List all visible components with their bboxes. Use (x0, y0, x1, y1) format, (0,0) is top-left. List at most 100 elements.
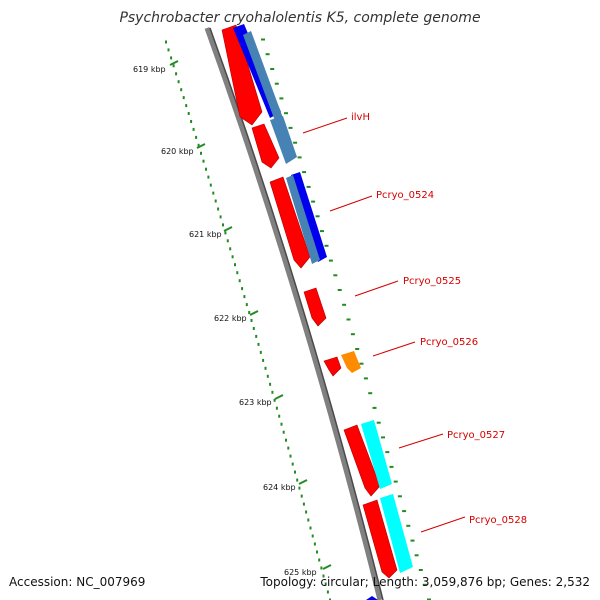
gene-label-ilvH[interactable]: ilvH (351, 112, 370, 123)
ruler-label-620: 620 kbp (161, 147, 194, 156)
outer-tick-dot (393, 480, 398, 483)
ruler-dot (298, 486, 301, 490)
ruler-dot (273, 398, 276, 402)
outer-tick-dot (265, 53, 270, 56)
ruler-dot (320, 566, 323, 570)
ruler-dot (243, 295, 246, 299)
gene-label-Pcryo_0527[interactable]: Pcryo_0527 (447, 430, 505, 441)
ruler-dot (264, 366, 267, 370)
outer-tick-dot (315, 215, 320, 218)
gene-arrow-red[interactable] (323, 356, 342, 377)
ruler-dot (313, 542, 316, 546)
ruler-dot (202, 159, 205, 163)
ruler-dot (197, 143, 200, 147)
outer-tick-arc (261, 38, 431, 600)
outer-tick-dot (302, 171, 307, 174)
ruler-tick (298, 479, 308, 485)
cds-steel[interactable] (286, 175, 320, 264)
outer-tick-dot (270, 68, 275, 70)
ruler-dot (226, 239, 229, 243)
cds-cyan[interactable] (380, 494, 413, 573)
outer-tick-dot (333, 274, 338, 277)
cds-cyan[interactable] (361, 420, 392, 489)
ruler-label-623: 623 kbp (239, 398, 272, 407)
leader-Pcryo_0526 (372, 341, 416, 357)
outer-tick-dot (427, 598, 431, 600)
ruler-dot (322, 574, 325, 578)
ruler-dot (282, 430, 285, 434)
outer-tick-dot (346, 318, 351, 321)
ruler-dot (324, 582, 327, 586)
outer-tick-dot (274, 82, 279, 85)
ruler-tick (223, 226, 233, 232)
ruler-dot (241, 287, 244, 291)
ruler-dot (187, 112, 190, 115)
genome-summary-text: Topology: circular; Length: 3,059,876 bp… (260, 575, 590, 589)
gene-label-Pcryo_0525[interactable]: Pcryo_0525 (403, 276, 461, 287)
accession-text: Accession: NC_007969 (9, 575, 146, 589)
gene-label-leaders (302, 117, 466, 533)
ruler-dot (296, 478, 299, 482)
ruler-dot (217, 207, 220, 211)
gene-arrow-red[interactable] (303, 287, 327, 327)
outer-tick-dot (328, 259, 333, 262)
gene-labels: ilvH Pcryo_0524 Pcryo_0525 Pcryo_0526 Pc… (351, 112, 527, 526)
gene-label-Pcryo_0528[interactable]: Pcryo_0528 (469, 515, 527, 526)
ruler-dot (311, 534, 314, 538)
gene-arrow-red[interactable] (251, 123, 280, 169)
ruler-dot (271, 390, 274, 394)
cds-steel[interactable] (270, 116, 297, 164)
ruler-dot (192, 127, 195, 131)
ruler-tick (322, 564, 332, 570)
ruler-dot (200, 151, 202, 155)
ruler-dot (278, 414, 281, 418)
cds-features[interactable] (233, 24, 413, 573)
ruler-dot (205, 167, 207, 171)
cds-blue[interactable] (291, 172, 327, 262)
ruler-dot (259, 350, 262, 354)
gene-arrow-red[interactable] (269, 176, 311, 269)
ruler-dot (280, 422, 283, 426)
ruler-label-621: 621 kbp (189, 230, 222, 239)
ruler-dot (236, 271, 239, 275)
ruler-dot (307, 518, 310, 522)
outer-tick-dot (350, 333, 355, 336)
ruler-label-622: 622 kbp (214, 314, 247, 323)
ruler-dot (326, 590, 329, 594)
gene-label-Pcryo_0526[interactable]: Pcryo_0526 (420, 337, 478, 348)
cds-orange[interactable] (341, 351, 361, 373)
ruler-dot (309, 526, 312, 530)
ruler-dot (190, 120, 193, 123)
outer-tick-dot (342, 303, 347, 306)
outer-tick-dot (414, 554, 419, 557)
ruler-dot (285, 438, 287, 442)
ruler-dot (289, 454, 292, 458)
outer-tick-dot (418, 569, 423, 571)
ruler-dot (250, 319, 253, 322)
outer-tick-dot (324, 244, 329, 247)
forward-genes[interactable] (221, 24, 398, 579)
cds-steel[interactable] (243, 31, 283, 121)
outer-tick-dot (422, 583, 427, 586)
outer-tick-dot (279, 97, 284, 100)
ruler-dot (170, 56, 173, 60)
genome-backbone-shadow (209, 27, 384, 600)
leader-Pcryo_0528 (420, 516, 466, 533)
ruler-dot (167, 48, 170, 52)
outer-tick-dot (320, 230, 324, 233)
ruler-label-625: 625 kbp (284, 568, 317, 577)
leader-Pcryo_0524 (329, 195, 373, 212)
ruler-dot (219, 215, 222, 219)
gene-arrow-red[interactable] (362, 499, 398, 579)
ruler-dot (275, 406, 278, 410)
gene-arrow-red[interactable] (343, 424, 381, 497)
ruler-dot (182, 96, 185, 100)
outer-tick-dot (410, 539, 415, 542)
ruler-tick (169, 60, 179, 66)
gene-label-Pcryo_0524[interactable]: Pcryo_0524 (376, 190, 434, 201)
ruler-dot (172, 64, 175, 68)
map-title: Psychrobacter cryohalolentis K5, complet… (119, 10, 481, 26)
ruler-dot (209, 183, 212, 187)
gene-arrow-red[interactable] (221, 24, 263, 126)
ruler-dot (214, 199, 217, 203)
